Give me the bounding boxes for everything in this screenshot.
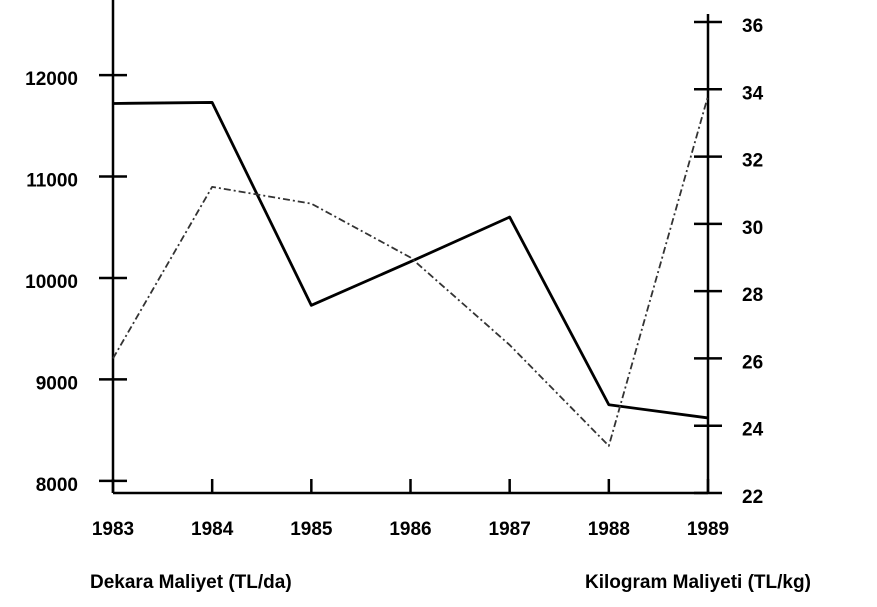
x-tick-label: 1987 [489, 519, 531, 540]
dashed-line [112, 95, 709, 447]
y2-tick-label: 22 [742, 487, 763, 508]
x-tick-label: 1983 [92, 519, 134, 540]
y2-tick-label: 34 [742, 83, 764, 104]
x-tick-label: 1988 [588, 519, 630, 540]
solid-line [112, 101, 709, 420]
x-tick-label: 1985 [290, 519, 333, 540]
x-tick-label: 1986 [389, 519, 431, 540]
y-tick-label: 12000 [25, 69, 78, 90]
y2-tick-label: 24 [742, 420, 764, 441]
y-tick-label: 8000 [36, 475, 78, 496]
y2-tick-label: 26 [742, 352, 763, 373]
y2-axis-label: Kilogram Maliyeti (TL/kg) [585, 572, 811, 593]
x-tick-label: 1984 [191, 519, 234, 540]
y-tick-label: 11000 [26, 171, 78, 192]
y2-tick-label: 30 [742, 218, 763, 239]
y2-tick-label: 32 [742, 151, 763, 172]
y2-tick-label: 36 [742, 16, 763, 37]
x-tick-label: 1989 [687, 519, 729, 540]
y-tick-label: 9000 [36, 373, 78, 394]
y-tick-label: 10000 [25, 272, 78, 293]
y2-tick-label: 28 [742, 285, 763, 306]
y-axis-label: Dekara Maliyet (TL/da) [90, 572, 292, 593]
